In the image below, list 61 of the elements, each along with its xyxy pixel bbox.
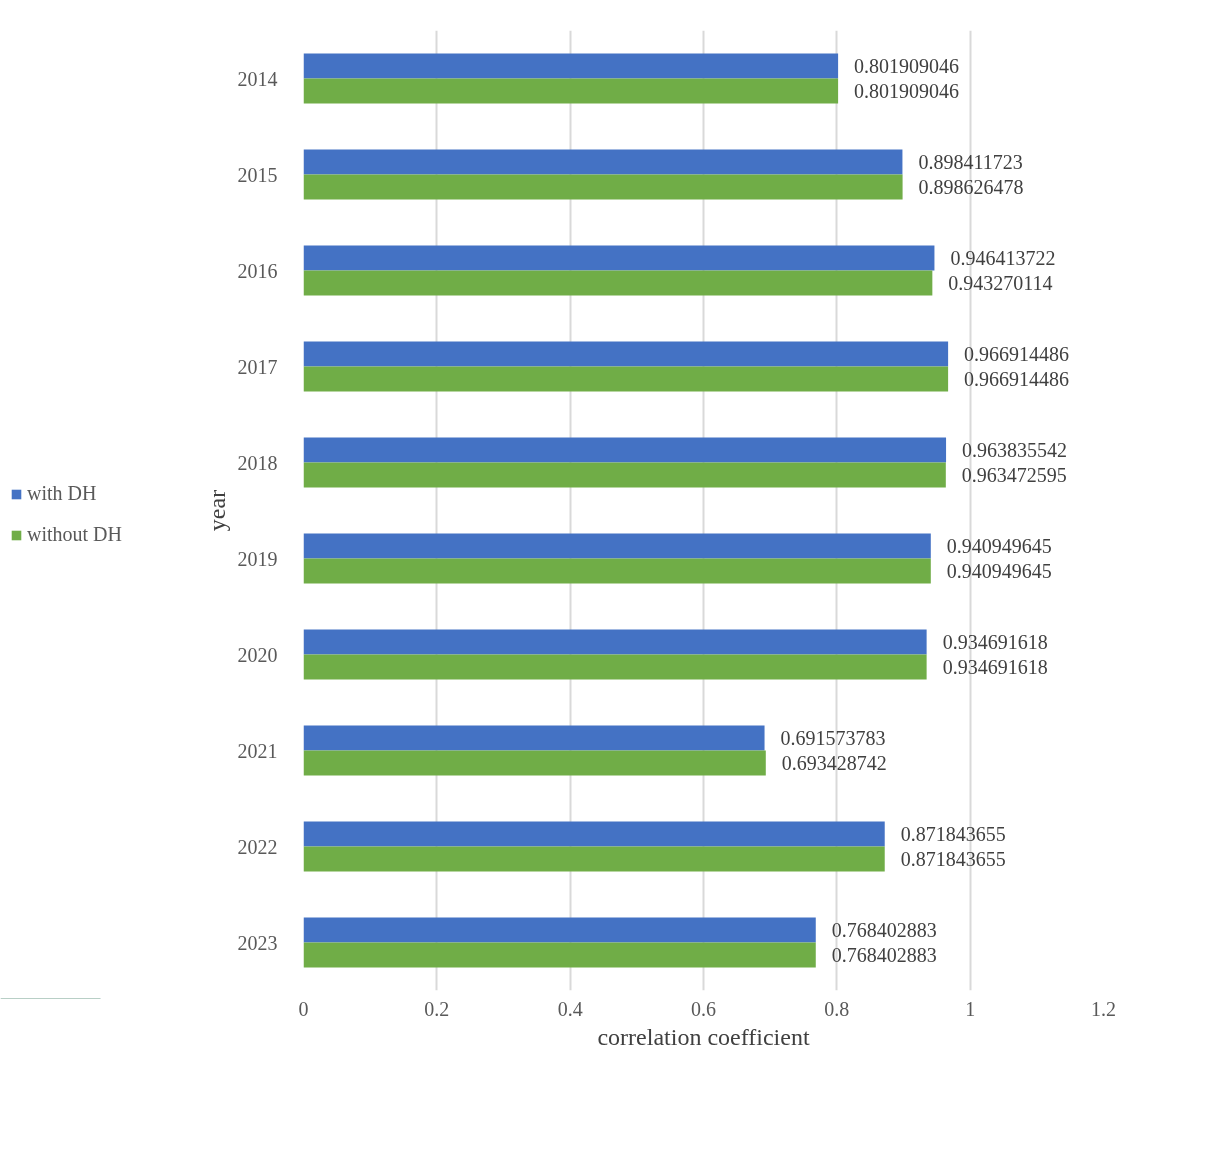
data-label: 0.801909046 — [854, 55, 960, 78]
data-label: 0.946413722 — [950, 247, 1056, 270]
y-tick-label: 2014 — [237, 67, 278, 90]
y-tick-label: 2020 — [237, 643, 278, 666]
data-label: 0.693428742 — [781, 751, 887, 774]
bar — [303, 725, 765, 751]
bar — [303, 437, 947, 463]
data-label: 0.934691618 — [942, 631, 1048, 654]
y-tick-label: 2021 — [237, 739, 278, 762]
y-tick-label: 2023 — [237, 931, 278, 954]
bar — [303, 366, 949, 392]
x-tick-label: 0.6 — [691, 997, 716, 1020]
data-label: 0.691573783 — [780, 727, 886, 750]
y-tick-label: 2019 — [237, 547, 278, 570]
data-label: 0.966914486 — [964, 367, 1070, 390]
bar — [303, 245, 935, 271]
data-label: 0.963835542 — [962, 439, 1068, 462]
y-tick-label: 2016 — [237, 259, 278, 282]
data-label: 0.871843655 — [900, 847, 1006, 870]
bar — [303, 341, 949, 367]
y-tick-label: 2018 — [237, 451, 278, 474]
bar — [303, 821, 885, 847]
legend-label: without DH — [27, 523, 122, 546]
bar — [303, 533, 931, 559]
bar — [303, 462, 946, 488]
bar — [303, 270, 933, 296]
bar — [303, 149, 903, 175]
bar — [303, 78, 839, 104]
bar — [303, 629, 927, 655]
data-label: 0.940949645 — [946, 535, 1052, 558]
bar — [303, 174, 903, 200]
data-label: 0.940949645 — [946, 559, 1052, 582]
data-label: 0.768402883 — [831, 919, 937, 942]
y-tick-label: 2022 — [237, 835, 278, 858]
bar — [303, 654, 927, 680]
y-tick-label: 2015 — [237, 163, 278, 186]
data-label: 0.898626478 — [918, 175, 1024, 198]
data-label: 0.801909046 — [854, 79, 960, 102]
data-label: 0.934691618 — [942, 655, 1048, 678]
data-label: 0.871843655 — [900, 823, 1006, 846]
x-tick-label: 1 — [965, 997, 976, 1020]
data-label: 0.966914486 — [964, 343, 1070, 366]
x-tick-label: 0.8 — [824, 997, 850, 1020]
x-tick-label: 0 — [298, 997, 309, 1020]
x-axis-title: correlation coefficient — [597, 1023, 810, 1050]
bar — [303, 750, 766, 776]
data-label: 0.768402883 — [831, 943, 937, 966]
data-label: 0.898411723 — [918, 151, 1023, 174]
legend-label: with DH — [27, 482, 97, 505]
y-tick-label: 2017 — [237, 355, 278, 378]
bar — [303, 846, 885, 872]
data-label: 0.963472595 — [961, 463, 1067, 486]
bar — [303, 917, 816, 943]
bar — [303, 558, 931, 584]
x-tick-label: 0.2 — [424, 997, 450, 1020]
x-tick-label: 1.2 — [1091, 997, 1116, 1020]
bar — [303, 53, 839, 79]
bar — [303, 942, 816, 968]
data-label: 0.943270114 — [948, 271, 1053, 294]
y-axis-title: year — [203, 489, 230, 532]
x-tick-label: 0.4 — [557, 997, 583, 1020]
